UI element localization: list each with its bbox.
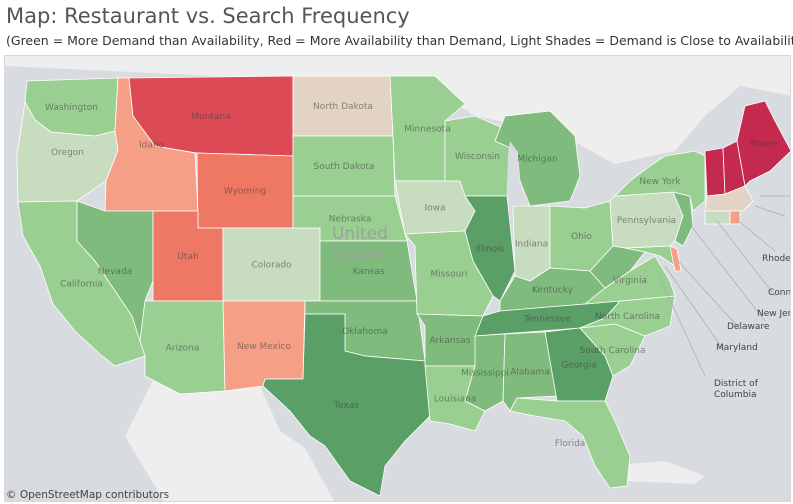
state-label-mi: Michigan [517,155,557,165]
state-label-in: Indiana [515,240,548,250]
state-IL[interactable]: Illinois [464,195,516,302]
lake-michigan [507,141,520,206]
state-label-ar: Arkansas [429,336,470,346]
state-label-ga: Georgia [561,361,596,371]
callout-connecticut: Conne [768,288,791,298]
state-label-ca: California [60,280,103,290]
state-RI[interactable]: Rhode Island [729,210,741,225]
state-label-sd: South Dakota [314,162,375,172]
country-label-line1: United [332,224,388,244]
lake-erie [575,171,627,201]
state-label-tn: Tennessee [523,315,571,325]
callout-new-jersey: New Jers [757,309,791,319]
land-cuba [605,461,705,484]
state-label-il: Illinois [476,245,505,255]
country-label-line2: States [332,244,386,264]
map-canvas[interactable]: Washington Oregon California Idaho Nevad… [5,56,791,502]
callout-dc: District of Columbia [714,379,761,400]
state-label-sc: South Carolina [579,346,645,356]
state-label-la: Louisiana [434,395,477,405]
state-ME[interactable]: Maine [736,100,791,187]
state-label-mn: Minnesota [404,125,450,135]
land-mexico [125,376,334,501]
state-label-pa: Pennsylvania [617,216,676,226]
state-label-wy: Wyoming [224,187,266,197]
callout-lines [656,195,790,377]
state-label-ky: Kentucky [532,286,574,296]
callout-dc-line1: District of [714,379,759,389]
state-label-ok: Oklahoma [342,327,388,337]
callout-maryland: Maryland [716,343,758,353]
state-label-va: Virginia [613,276,647,286]
state-MI[interactable]: Michigan [494,110,581,207]
state-label-nv: Nevada [98,267,132,277]
state-label-oh: Ohio [571,232,592,242]
state-VT[interactable]: Vermont [704,147,726,197]
state-NC[interactable]: North Carolina [579,295,676,337]
state-label-ia: Iowa [424,204,445,214]
state-label-ny: New York [639,177,681,187]
callout-dc-line2: Columbia [714,390,757,400]
state-label-mt: Montana [191,112,230,122]
land-canada [5,56,790,164]
state-label-wi: Wisconsin [455,152,500,162]
state-label-co: Colorado [251,261,292,271]
map-attribution: © OpenStreetMap contributors [6,489,170,501]
state-TX[interactable]: Texas [262,313,431,497]
chart-subtitle: (Green = More Demand than Availability, … [6,33,793,48]
state-FL[interactable]: Florida [509,397,631,489]
state-label-al: Alabama [510,368,550,378]
state-label-ne: Nebraska [329,215,371,225]
state-label-tx: Texas [333,401,359,411]
state-label-nd: North Dakota [313,102,373,112]
state-DE[interactable]: Delaware [669,245,682,272]
state-label-fl: Florida [555,439,586,449]
state-label-me: Maine [750,140,777,150]
callout-delaware: Delaware [727,322,770,332]
callout-rhode-island: Rhode Island [762,254,791,264]
state-label-ut: Utah [177,252,198,262]
state-label-az: Arizona [166,344,200,354]
state-label-ms: Mississippi [461,369,509,379]
state-label-nc: North Carolina [595,312,660,322]
state-label-id: Idaho [139,141,165,151]
state-label-ks: Kansas [353,267,385,277]
choropleth-map[interactable]: Washington Oregon California Idaho Nevad… [4,55,791,502]
state-label-wa: Washington [45,103,98,113]
state-labels: Washington Oregon California Idaho Nevada Mon… [45,102,778,449]
state-label-or: Oregon [51,148,84,158]
state-label-nm: New Mexico [237,342,291,352]
state-label-mo: Missouri [430,270,467,280]
chart-title: Map: Restaurant vs. Search Frequency [6,4,410,28]
